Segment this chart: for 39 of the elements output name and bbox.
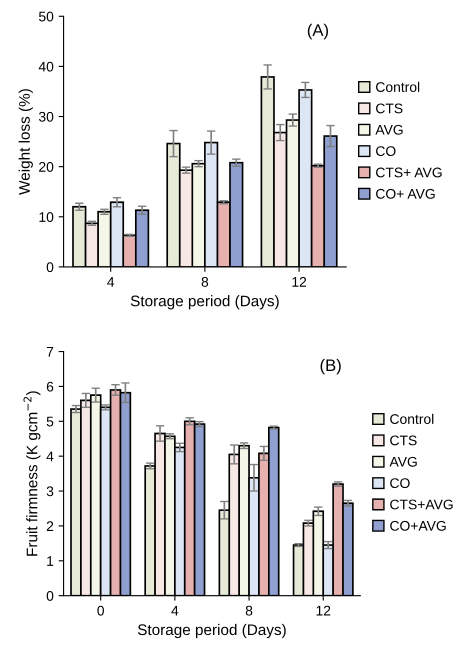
y-axis-title: Fruit firmness (K gcm$^{−2}$) [23, 391, 40, 556]
legend-label: CTS+AVG [390, 500, 453, 510]
legend-label: CTS+ AVG [376, 168, 442, 178]
x-tick-label: 0 [97, 606, 104, 616]
y-tick-label: 1 [47, 556, 54, 566]
legend-label: Control [376, 82, 420, 92]
legend-label: CO [390, 478, 410, 488]
legend-label: AVG [375, 124, 403, 135]
y-tick-label: 20 [39, 162, 54, 172]
x-tick-label: 4 [107, 277, 114, 287]
legend-label: CO+AVG [390, 520, 446, 531]
legend-label: CTS [376, 103, 402, 114]
legend-label: CO+ AVG [376, 188, 435, 199]
legend-label: CO [376, 146, 396, 156]
y-tick-label: 50 [38, 12, 54, 22]
legend-label: CTS [390, 436, 417, 446]
x-axis-title: Storage period (Days) [138, 624, 286, 638]
y-tick-label: 5 [46, 416, 54, 426]
x-tick-label: 8 [202, 277, 208, 287]
y-tick-label: 7 [46, 347, 54, 357]
y-tick-label: 0 [46, 262, 54, 272]
legend-label: Control [390, 414, 434, 424]
annotation: (A) [308, 24, 328, 40]
x-tick-label: 4 [171, 606, 178, 616]
x-tick-label: 8 [246, 606, 252, 616]
y-tick-label: 6 [46, 382, 54, 392]
y-tick-label: 0 [46, 591, 54, 601]
annotation: (B) [320, 358, 341, 374]
y-tick-label: 40 [38, 62, 54, 72]
y-tick-label: 2 [46, 521, 54, 531]
x-axis-title: Storage period (Days) [130, 295, 279, 310]
x-tick-label: 12 [292, 277, 306, 287]
y-axis-title: Weight loss (%) [18, 89, 33, 195]
y-tick-label: 4 [46, 452, 54, 462]
y-tick-label: 30 [38, 112, 54, 122]
x-tick-label: 12 [316, 606, 330, 616]
legend-label: AVG [390, 456, 417, 467]
y-tick-label: 10 [39, 212, 54, 222]
y-tick-label: 3 [46, 486, 54, 496]
